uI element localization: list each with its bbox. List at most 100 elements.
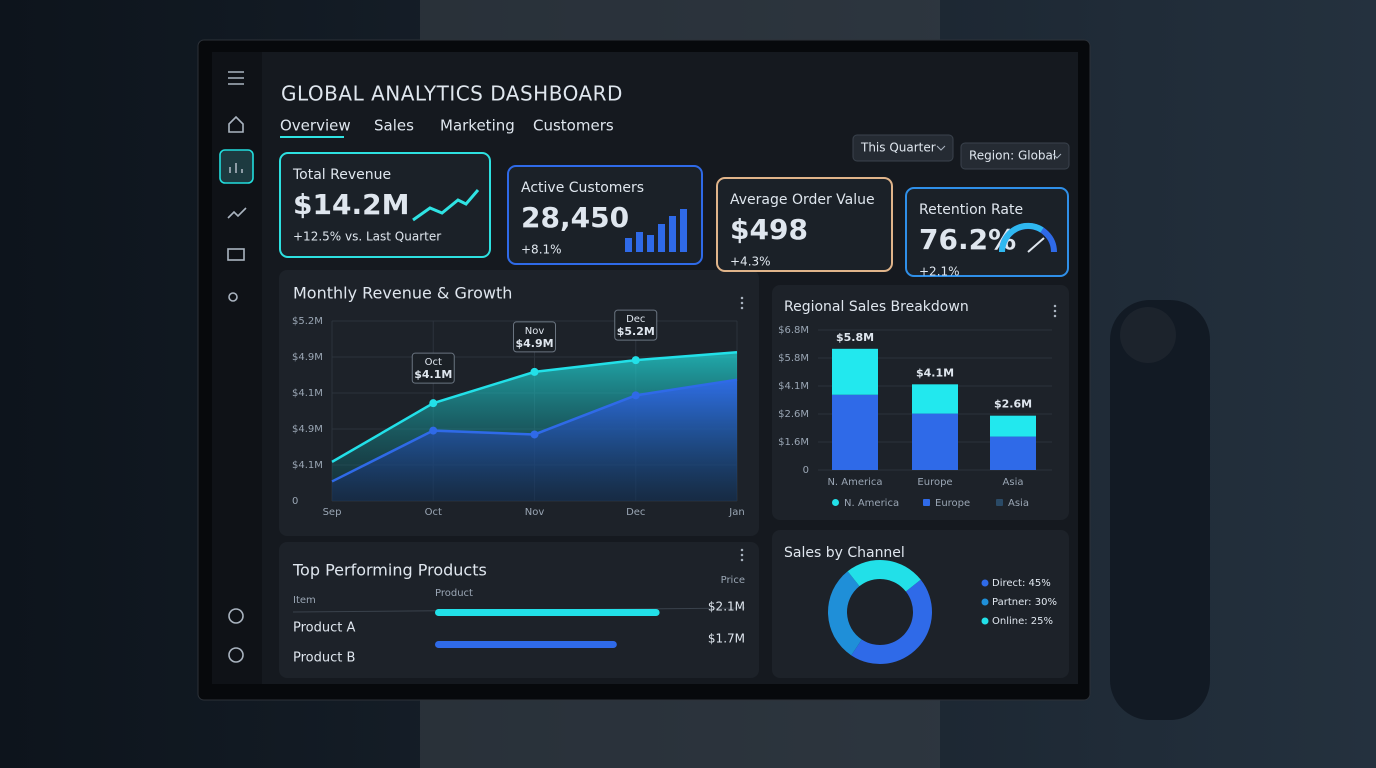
donut-slice <box>828 571 862 656</box>
y-axis-label: 0 <box>292 496 298 507</box>
filter-dropdown[interactable] <box>852 134 954 162</box>
bar-segment <box>832 394 878 470</box>
callout-month: Dec <box>626 314 645 325</box>
legend-label: Asia <box>1008 498 1029 509</box>
x-tick-label: N. America <box>827 477 882 488</box>
column-header: Item <box>293 595 316 606</box>
panel-title: Regional Sales Breakdown <box>784 299 969 315</box>
data-point <box>429 399 438 408</box>
panel-title: Sales by Channel <box>784 545 905 561</box>
y-axis-label: $4.9M <box>292 352 323 363</box>
product-bar <box>435 609 660 616</box>
filter-dropdown[interactable] <box>960 142 1070 170</box>
kpi-change: +4.3% <box>730 255 771 269</box>
active-tab-underline <box>280 136 344 138</box>
tab[interactable]: Sales <box>374 117 414 135</box>
y-axis-label: $1.6M <box>778 437 809 448</box>
product-name: Product A <box>293 621 355 636</box>
menu-icon[interactable] <box>228 71 244 85</box>
users-icon[interactable] <box>228 292 238 302</box>
mini-bar <box>636 232 643 252</box>
bar-total-label: $2.6M <box>994 398 1032 411</box>
callout-box <box>513 321 556 353</box>
kpi-label: Total Revenue <box>292 167 391 183</box>
data-point <box>631 391 640 400</box>
bar-segment <box>832 348 878 395</box>
callout-month: Nov <box>525 326 545 337</box>
dropdown-chevron <box>1052 153 1062 159</box>
product-name: Product B <box>293 651 355 666</box>
mini-bar <box>647 235 654 252</box>
kpi-value: $14.2M <box>293 188 409 221</box>
kpi-value: 28,450 <box>521 201 629 234</box>
legend-swatch <box>832 499 839 506</box>
sidebar-icons <box>219 71 254 663</box>
data-point <box>429 426 438 435</box>
y-axis-label: $6.8M <box>778 325 809 336</box>
callout-box <box>614 309 658 341</box>
panel-title: Top Performing Products <box>292 561 487 580</box>
legend-label: Europe <box>935 498 970 509</box>
callout-box <box>411 352 455 384</box>
tab[interactable]: Marketing <box>440 117 515 135</box>
data-point <box>631 356 640 365</box>
legend-swatch <box>981 579 989 587</box>
column-header: Product <box>435 588 473 599</box>
kpi-change: +2.1% <box>919 265 960 279</box>
mini-bar <box>625 238 632 252</box>
bar-segment <box>912 413 958 470</box>
kpi-label: Active Customers <box>521 180 644 196</box>
data-point <box>530 430 539 439</box>
mini-bar <box>669 216 676 252</box>
callout-value: $4.9M <box>515 337 553 350</box>
legend-label: Partner: 30% <box>992 597 1057 608</box>
kpi-card <box>279 152 491 258</box>
x-tick-label: Nov <box>525 507 545 518</box>
y-axis-label: $5.2M <box>292 316 323 327</box>
x-tick-label: Asia <box>1003 477 1024 488</box>
product-value: $1.7M <box>708 632 745 646</box>
help-icon[interactable] <box>228 608 244 624</box>
revenue-sparkline <box>412 189 480 222</box>
x-tick-label: Jan <box>728 507 744 518</box>
panel-title: Monthly Revenue & Growth <box>293 284 512 303</box>
kpi-card <box>716 177 893 272</box>
callout-value: $4.1M <box>414 368 452 381</box>
tab[interactable]: Overview <box>280 117 351 135</box>
kpi-value: $498 <box>730 213 808 246</box>
y-axis-label: $4.1M <box>292 460 323 471</box>
analytics-bars <box>229 163 243 173</box>
kpi-change: +8.1% <box>521 243 562 257</box>
dashboard-title: GLOBAL ANALYTICS DASHBOARD <box>281 82 623 106</box>
bar-total-label: $4.1M <box>916 366 954 379</box>
retention-gauge-fill <box>998 222 1044 253</box>
home-icon[interactable] <box>228 115 244 133</box>
legend-label: Direct: 45% <box>992 578 1051 589</box>
legend-swatch <box>923 499 930 506</box>
donut-slice <box>847 560 921 592</box>
legend-swatch <box>981 598 989 606</box>
gauge-needle <box>1027 237 1045 253</box>
legend-label: N. America <box>844 498 899 509</box>
monitor-icon[interactable] <box>227 248 245 261</box>
y-axis-label: $5.8M <box>778 353 809 364</box>
y-axis-label: $4.9M <box>292 424 323 435</box>
y-axis-label: $4.1M <box>778 381 809 392</box>
y-axis-label: $4.1M <box>292 388 323 399</box>
x-tick-label: Dec <box>626 507 645 518</box>
legend-swatch <box>996 499 1003 506</box>
legend-swatch <box>981 617 989 625</box>
product-bar <box>435 641 617 648</box>
callout-value: $5.2M <box>617 325 655 338</box>
x-tick-label: Europe <box>917 477 952 488</box>
donut-slice <box>851 579 932 664</box>
person-silhouette <box>1110 300 1210 720</box>
settings-icon[interactable] <box>228 647 244 663</box>
y-axis-label: $2.6M <box>778 409 809 420</box>
tab[interactable]: Customers <box>533 117 614 135</box>
filter-label: Region: Global <box>969 149 1056 163</box>
callout-month: Oct <box>425 357 442 368</box>
trend-icon[interactable] <box>227 207 247 219</box>
